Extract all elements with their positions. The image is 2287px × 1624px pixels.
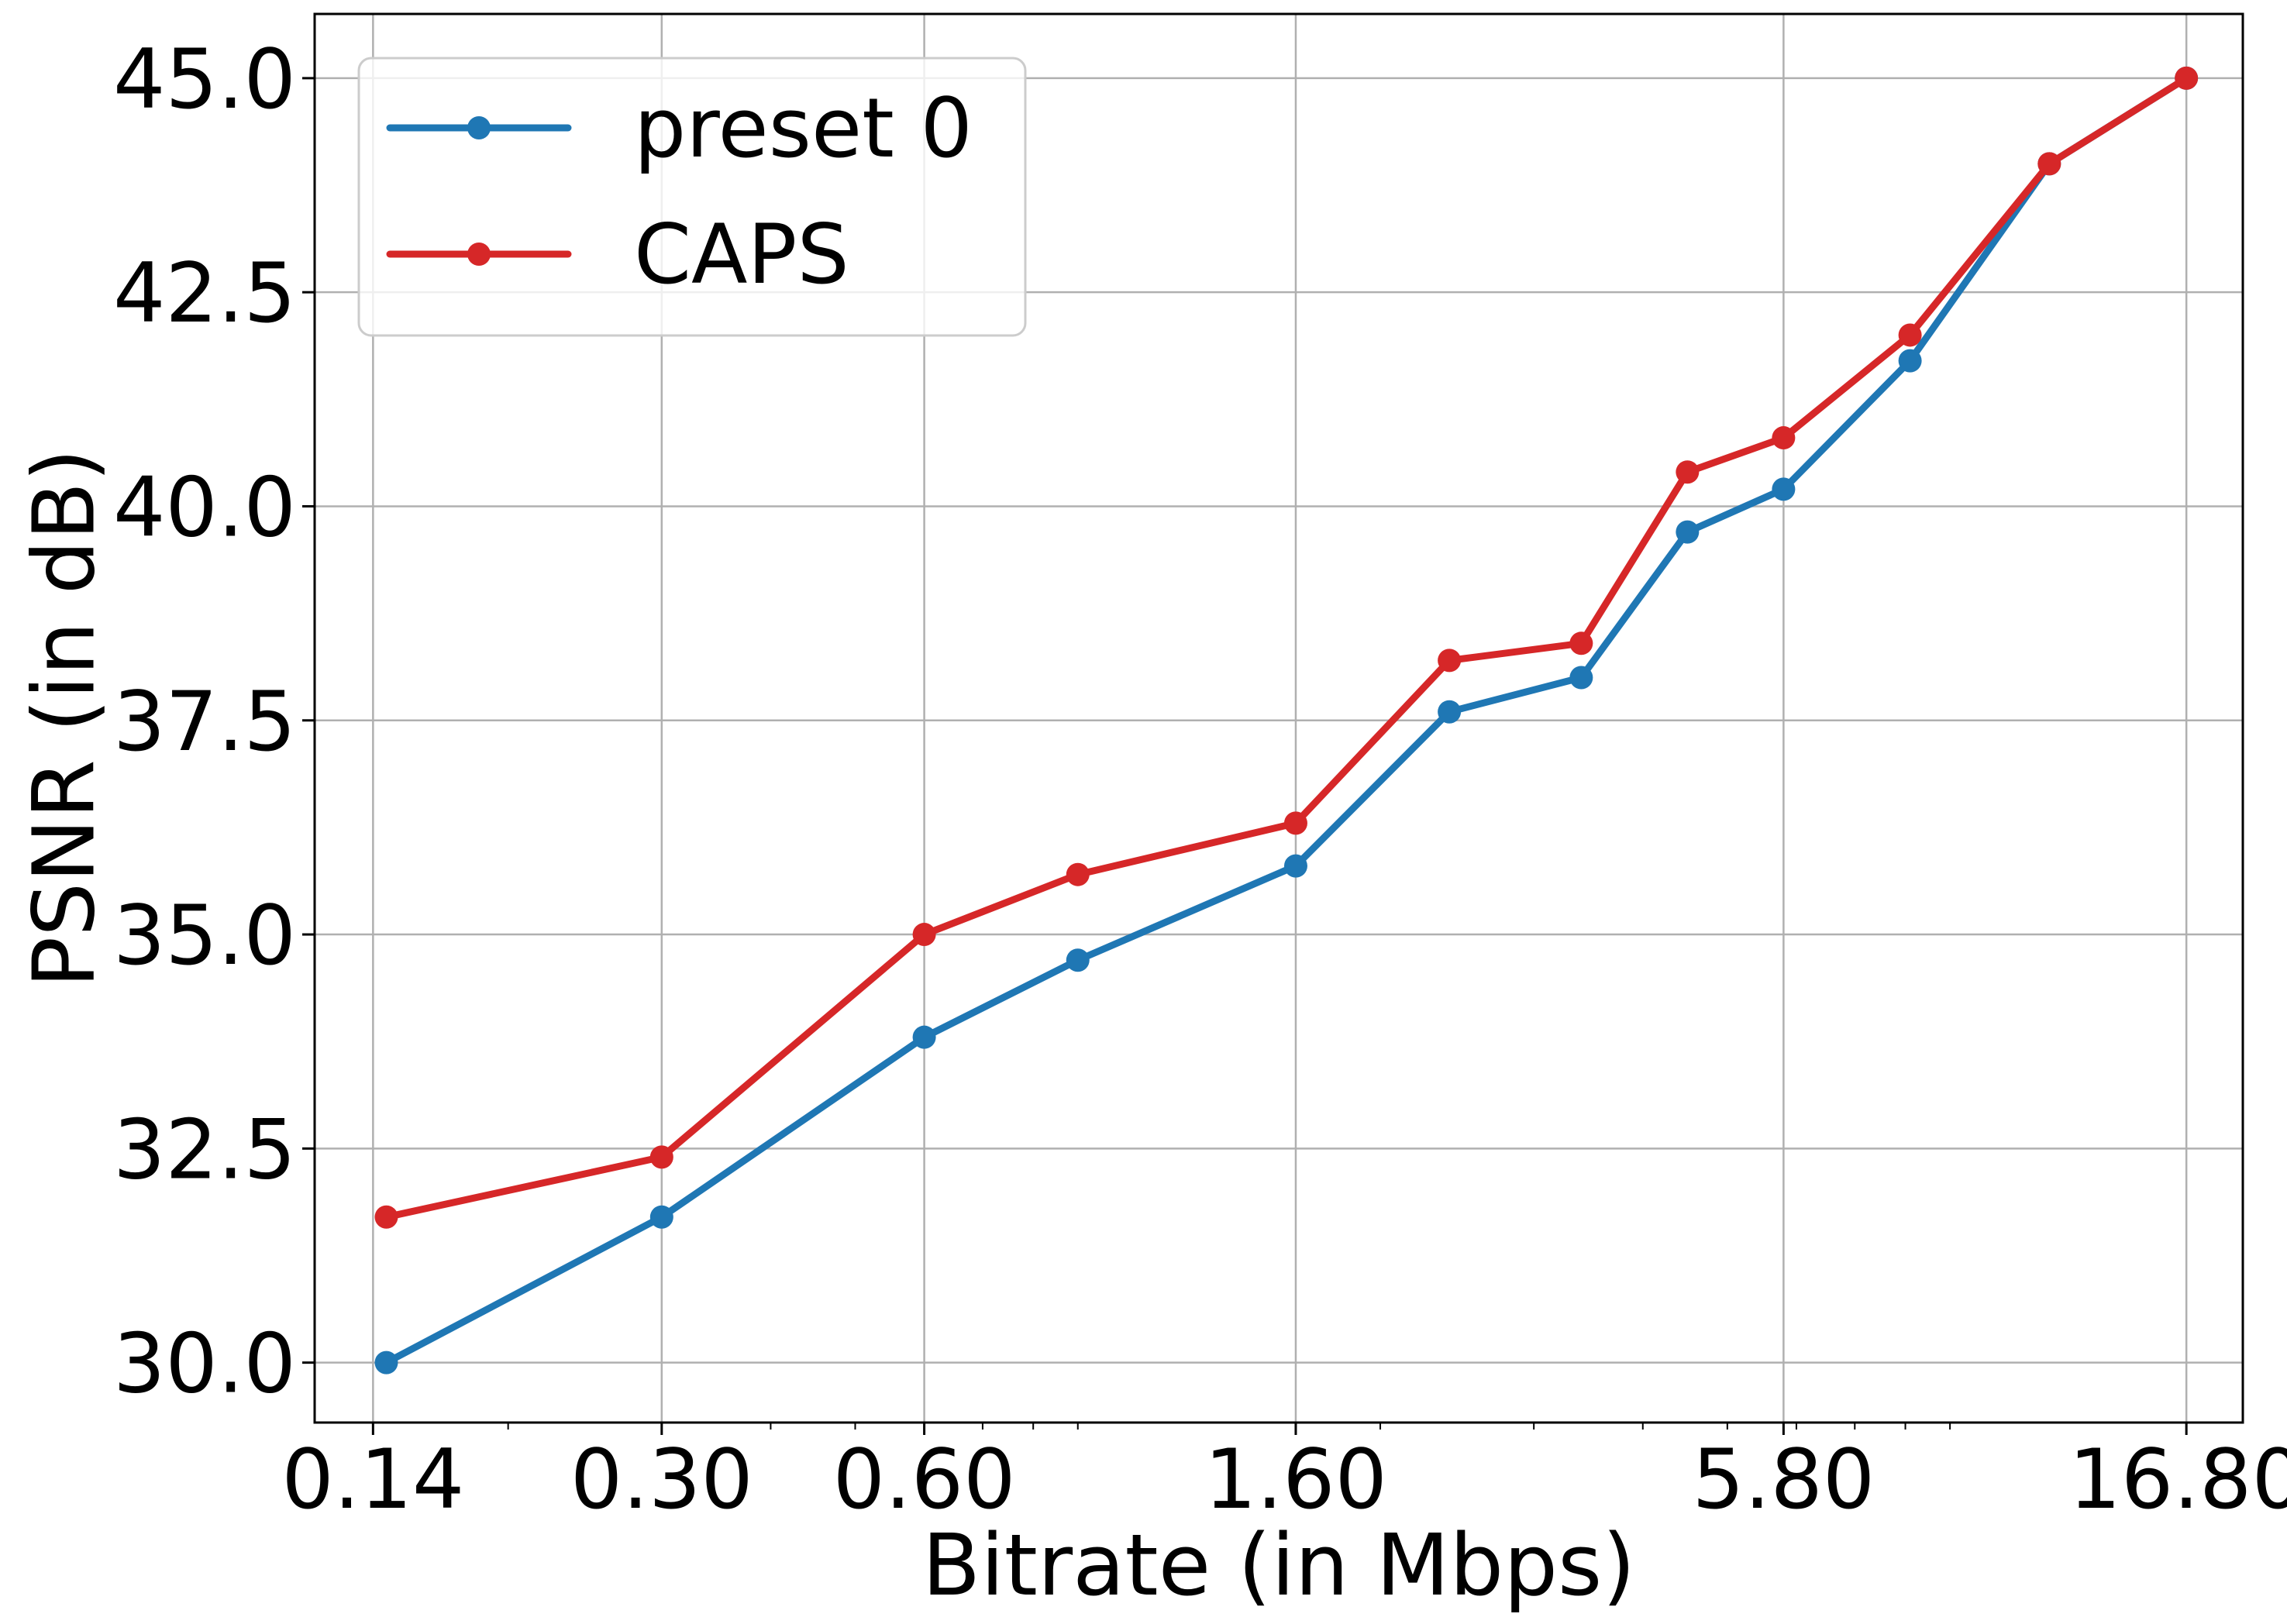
data-point-caps (1772, 426, 1796, 450)
legend: preset 0 CAPS (357, 57, 1027, 337)
plot-frame (313, 12, 2244, 1424)
y-tick-label: 42.5 (113, 246, 296, 341)
axis-ticks: 0.14 0.30 0.60 1.60 5.80 16.80 30.0 32.5 35.0 37.… (113, 32, 2287, 1527)
data-point-caps (649, 1145, 673, 1169)
x-tick-label: 0.30 (570, 1432, 753, 1527)
legend-entry-preset-0: preset 0 (386, 81, 973, 176)
legend-marker-caps (467, 243, 491, 266)
y-tick-label: 40.0 (113, 459, 296, 555)
legend-label-preset-0: preset 0 (634, 81, 973, 176)
x-tick-label: 5.80 (1692, 1432, 1875, 1527)
legend-label-caps: CAPS (634, 207, 849, 302)
x-tick-label: 16.80 (2068, 1432, 2287, 1527)
data-point-caps (2037, 152, 2061, 176)
data-point-preset-0 (1772, 477, 1796, 501)
data-point-preset-0 (374, 1350, 398, 1375)
data-point-preset-0 (1066, 948, 1090, 972)
data-point-caps (912, 923, 936, 947)
series-line-preset-0 (383, 74, 2190, 1367)
y-axis-label: PSNR (in dB) (14, 449, 113, 988)
y-tick-label: 32.5 (113, 1102, 296, 1197)
x-tick-label: 0.14 (281, 1432, 464, 1527)
data-point-caps (2175, 66, 2199, 90)
y-tick-label: 37.5 (113, 674, 296, 769)
x-tick-label: 1.60 (1204, 1432, 1387, 1527)
data-point-preset-0 (649, 1205, 673, 1229)
series-line-caps (383, 74, 2190, 1221)
y-tick-label: 30.0 (113, 1316, 296, 1412)
x-tick-label: 0.60 (833, 1432, 1016, 1527)
legend-marker-preset-0 (467, 116, 491, 139)
data-point-preset-0 (1283, 854, 1307, 878)
data-point-preset-0 (1569, 666, 1593, 690)
x-axis-label: Bitrate (in Mbps) (922, 1516, 1636, 1615)
series-lines (374, 66, 2199, 1375)
data-point-preset-0 (1438, 700, 1462, 724)
legend-entry-caps: CAPS (386, 207, 849, 302)
data-point-preset-0 (1898, 349, 1922, 373)
data-point-caps (1066, 862, 1090, 886)
data-point-caps (1898, 323, 1922, 347)
data-point-caps (374, 1205, 398, 1229)
y-tick-label: 35.0 (113, 888, 296, 983)
data-point-caps (1569, 631, 1593, 655)
data-point-caps (1283, 811, 1307, 835)
data-point-caps (1438, 649, 1462, 673)
y-tick-label: 45.0 (113, 32, 296, 127)
data-point-preset-0 (1676, 520, 1700, 544)
data-point-preset-0 (912, 1025, 936, 1049)
data-point-caps (1676, 460, 1700, 484)
